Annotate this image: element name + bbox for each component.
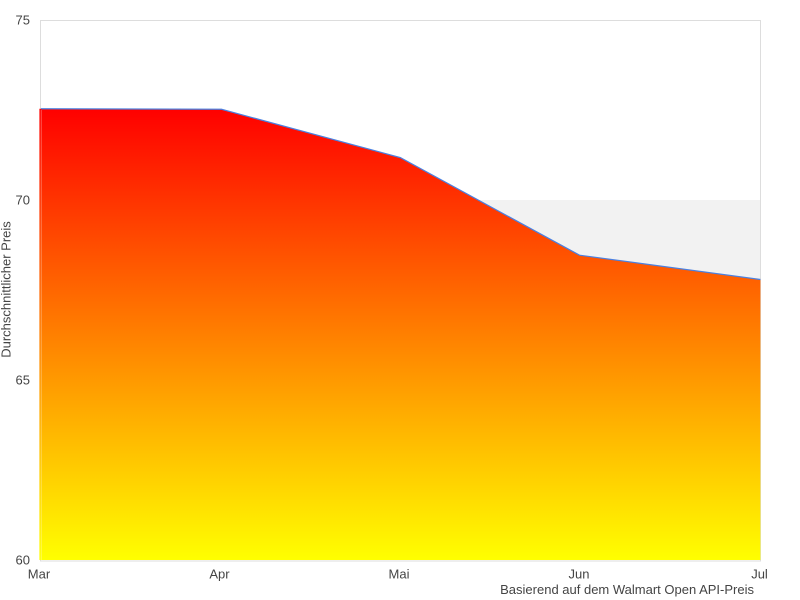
svg-text:70: 70 [16, 193, 30, 208]
svg-text:60: 60 [16, 553, 30, 568]
svg-text:Mai: Mai [389, 567, 410, 582]
svg-text:Jun: Jun [569, 567, 590, 582]
svg-text:Jul: Jul [751, 567, 768, 582]
svg-text:Basierend auf dem Walmart Open: Basierend auf dem Walmart Open API-Preis [500, 582, 754, 597]
svg-text:75: 75 [16, 13, 30, 28]
svg-text:Durchschnittlicher Preis: Durchschnittlicher Preis [0, 221, 14, 358]
svg-text:Apr: Apr [209, 567, 230, 582]
svg-text:65: 65 [16, 373, 30, 388]
svg-text:Mar: Mar [28, 567, 51, 582]
